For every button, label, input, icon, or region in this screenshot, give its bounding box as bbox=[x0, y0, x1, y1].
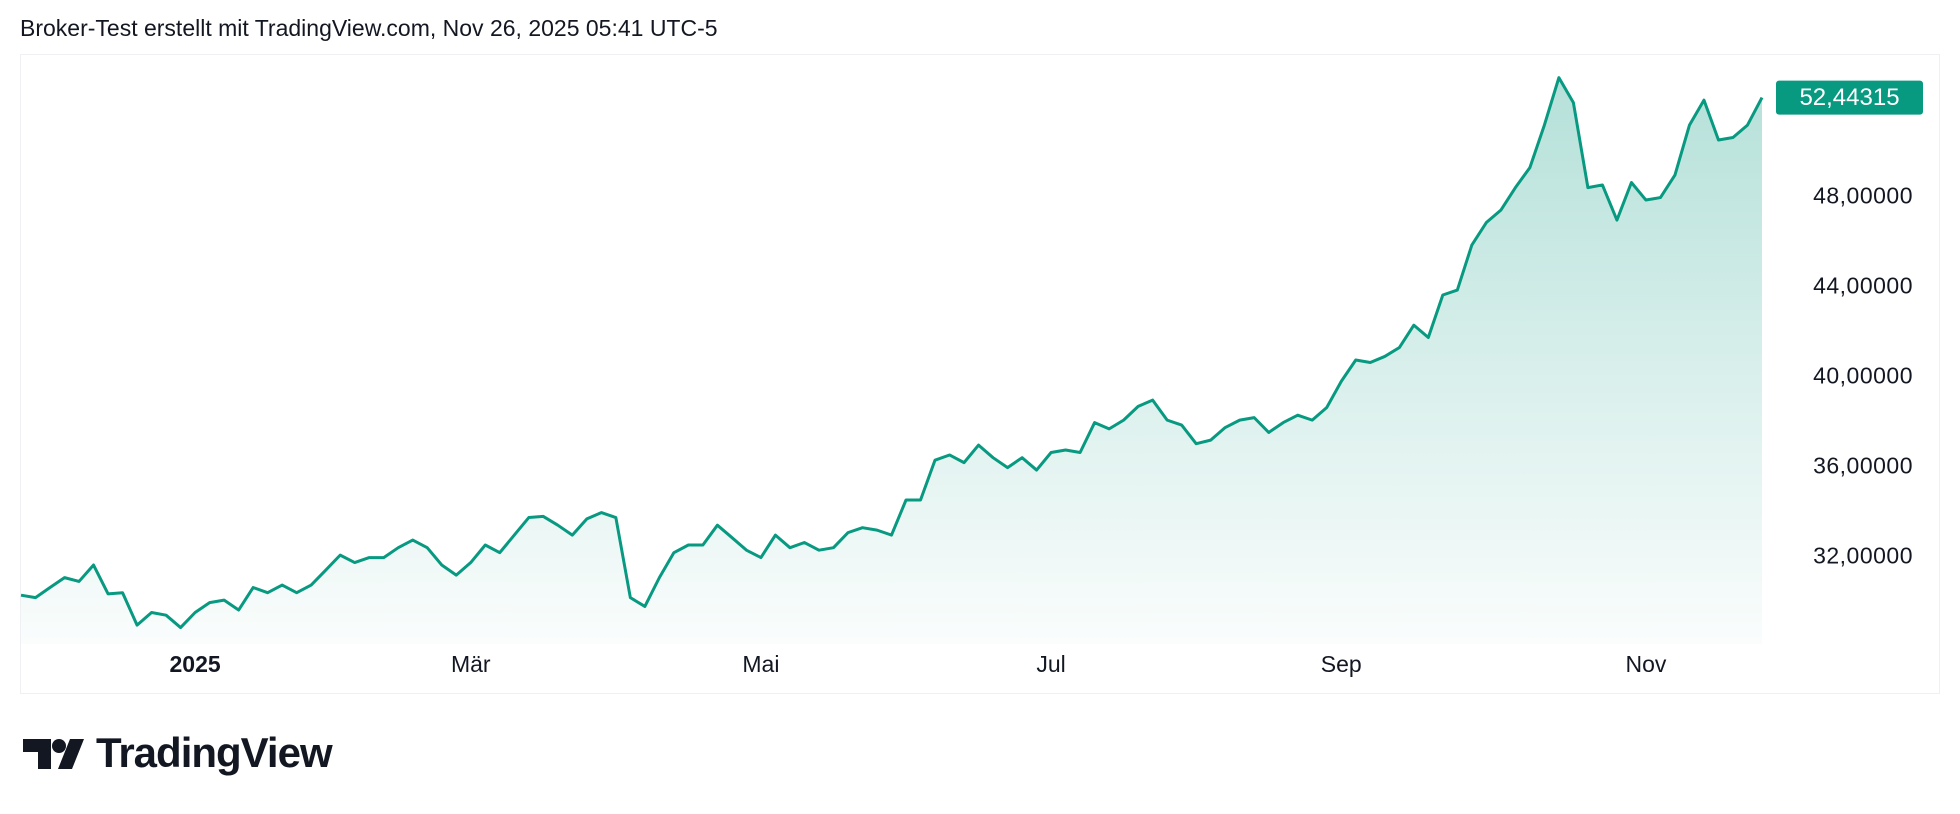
logo-text: TradingView bbox=[96, 729, 333, 776]
price-label-box bbox=[1776, 80, 1923, 115]
plot-area: 32,00000 36,00000 40,00000 44,00000 48,00000… bbox=[20, 76, 1923, 677]
y-tick-label: 40,00000 bbox=[1813, 363, 1913, 389]
x-tick-label: Mär bbox=[451, 651, 491, 677]
x-tick-label: Sep bbox=[1321, 651, 1362, 677]
header-caption: Broker-Test erstellt mit TradingView.com… bbox=[20, 15, 718, 41]
logo-icon-slash bbox=[58, 739, 84, 769]
logo-icon-t bbox=[23, 739, 51, 769]
logo[interactable]: TradingView bbox=[23, 729, 334, 776]
area-fill bbox=[21, 77, 1762, 644]
price-line bbox=[20, 76, 1764, 630]
y-tick-label: 36,00000 bbox=[1813, 453, 1913, 479]
x-tick-label: 2025 bbox=[170, 651, 221, 677]
y-tick-label: 44,00000 bbox=[1813, 273, 1913, 299]
chart-frame bbox=[20, 54, 1940, 694]
y-tick-label: 48,00000 bbox=[1813, 183, 1913, 209]
logo-icon-dot bbox=[52, 739, 66, 753]
y-tick-label: 32,00000 bbox=[1813, 543, 1913, 569]
x-tick-label: Mai bbox=[742, 651, 779, 677]
x-tick-label: Nov bbox=[1625, 651, 1666, 677]
price-label: 52,44315 bbox=[1799, 84, 1899, 111]
x-tick-label: Jul bbox=[1036, 651, 1065, 677]
